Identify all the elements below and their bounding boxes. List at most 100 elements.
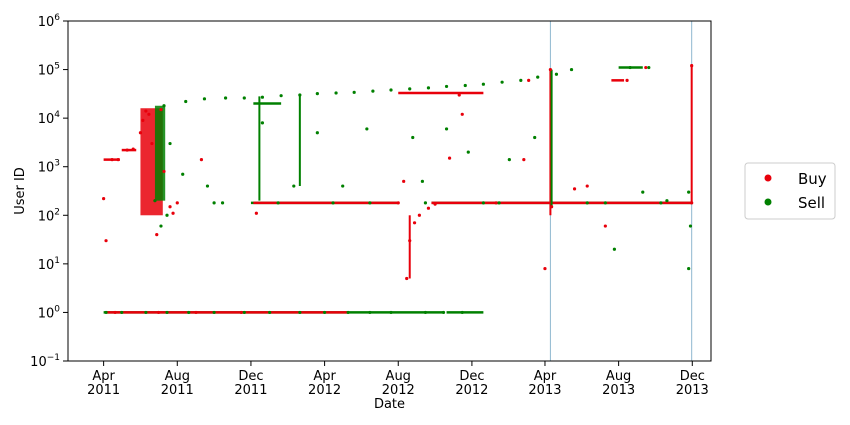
point-buy-21 [396,201,400,205]
x-tick-label-year-2: 2011 [161,383,194,398]
point-sell-4 [165,310,169,315]
point-sell-68 [212,201,216,205]
x-tick-label-year-8: 2013 [602,383,635,398]
point-sell-63 [687,190,691,194]
point-sell-11 [346,310,350,315]
x-tick-label-year-4: 2012 [308,383,341,398]
x-axis-label: Date [374,397,405,412]
point-buy-6 [131,147,135,151]
point-sell-13 [389,310,393,315]
y-axis-ticks: 10−1 100 101 102 103 104 105 106 [30,13,68,370]
y-tick-label-7: 105 [38,62,60,79]
point-sell-69 [276,201,280,205]
point-sell-42 [168,141,172,146]
point-buy-46 [156,310,161,315]
x-tick-label-year-7: 2013 [528,383,561,398]
point-sell-15 [441,310,446,315]
point-sell-53 [444,127,449,131]
point-sell-56 [507,158,511,162]
point-sell-45 [220,201,225,205]
point-buy-38 [572,187,577,191]
point-buy-41 [625,78,629,82]
point-buy-25 [412,221,417,225]
point-buy-19 [199,158,204,162]
point-sell-19 [202,97,207,101]
point-buy-43 [690,64,694,68]
point-sell-1 [104,310,108,315]
point-sell-29 [389,88,393,92]
legend-sell-marker [764,198,772,206]
point-sell-36 [519,78,523,82]
point-sell-61 [665,199,669,203]
plot-area-frame [67,20,712,362]
point-sell-2 [120,310,124,315]
point-sell-67 [153,199,157,203]
point-buy-26 [417,213,421,217]
point-buy-36 [548,67,553,72]
x-tick-label-year-9: 2013 [676,383,709,398]
point-buy-8 [141,118,145,122]
point-sell-71 [368,201,372,205]
point-buy-31 [460,112,464,116]
plot-content [102,21,694,361]
point-sell-6 [212,310,216,315]
point-sell-3 [144,310,148,315]
point-sell-70 [331,201,335,205]
x-tick-label-month-5: Aug [386,369,411,384]
point-buy-14 [159,107,163,112]
legend: Buy Sell [744,162,836,220]
point-sell-8 [268,310,272,315]
y-tick-label-2: 100 [38,304,61,321]
point-sell-72 [423,201,428,205]
point-sell-28 [371,89,375,93]
point-sell-34 [481,82,485,86]
point-buy-13 [155,233,159,237]
point-buy-32 [494,201,498,205]
point-buy-39 [585,184,589,188]
y-tick-label-3: 101 [38,256,60,273]
point-sell-7 [242,310,246,315]
point-sell-31 [426,86,431,90]
point-sell-43 [181,172,185,176]
point-sell-23 [279,94,283,98]
y-tick-label-6: 104 [38,110,61,127]
x-tick-label-year-5: 2012 [382,383,415,398]
point-buy-23 [405,276,409,281]
point-sell-73 [497,201,501,205]
x-tick-label-month-4: Apr [313,369,336,384]
x-tick-label-month-3: Dec [238,369,263,384]
point-sell-18 [184,99,188,104]
point-sell-25 [315,92,319,96]
point-sell-51 [411,135,415,140]
point-sell-24 [298,93,302,97]
point-sell-58 [585,201,589,205]
point-sell-5 [187,310,191,315]
point-buy-48 [239,310,243,315]
point-buy-29 [447,156,452,160]
point-sell-32 [444,84,449,89]
point-sell-20 [223,96,228,100]
point-sell-33 [463,83,467,88]
point-sell-47 [292,184,296,188]
point-sell-27 [352,90,356,94]
point-sell-14 [423,310,428,315]
point-sell-40 [628,65,632,70]
point-sell-37 [536,75,540,79]
x-tick-label-month-8: Aug [606,369,631,384]
point-sell-65 [159,224,163,228]
point-sell-17 [162,104,166,108]
point-sell-52 [420,179,425,183]
legend-sell-label: Sell [798,194,825,212]
point-sell-59 [612,247,616,251]
y-tick-label-1: 10−1 [30,353,60,370]
point-buy-27 [426,206,431,210]
point-sell-30 [408,87,412,91]
point-buy-28 [433,202,437,206]
point-sell-41 [647,65,651,70]
point-sell-46 [260,121,265,125]
point-buy-11 [150,141,154,146]
point-buy-47 [194,310,198,315]
point-sell-66 [165,213,169,217]
point-buy-44 [690,201,694,205]
